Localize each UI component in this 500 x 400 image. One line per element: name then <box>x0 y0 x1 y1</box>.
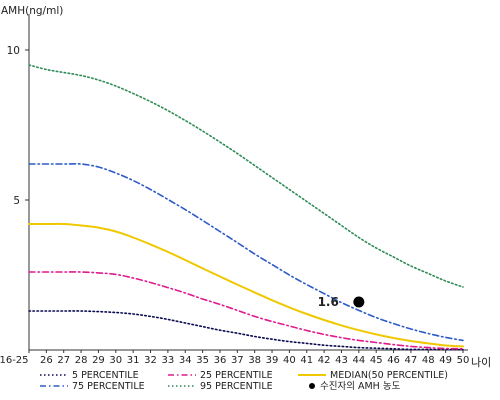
x-tick-label: 40 <box>283 355 296 366</box>
x-tick-label: 43 <box>335 355 348 366</box>
y-tick-label: 10 <box>7 45 20 57</box>
y-axis-label: AMH(ng/ml) <box>1 5 63 17</box>
legend-label: MEDIAN(50 PERCENTILE) <box>330 370 448 381</box>
series-line-75-percentile <box>28 162 464 342</box>
legend-marker-swatch <box>309 383 315 389</box>
x-tick-label: 30 <box>109 355 122 366</box>
x-tick-label: 48 <box>422 355 435 366</box>
legend-label: 25 PERCENTILE <box>200 370 273 381</box>
series-line-95-percentile <box>28 64 464 288</box>
x-tick-label: 42 <box>318 355 331 366</box>
x-tick-label: 29 <box>92 355 105 366</box>
x-tick-label: 50 <box>457 355 470 366</box>
x-tick-label: 44 <box>352 355 365 366</box>
legend-label: 수진자의 AMH 농도 <box>320 381 401 392</box>
x-tick-label: 27 <box>57 355 70 366</box>
x-axis-label: 나이 <box>471 356 491 369</box>
legend-label: 5 PERCENTILE <box>72 370 139 381</box>
x-tick-label: 16-25 <box>0 355 29 366</box>
x-tick-label: 26 <box>40 355 53 366</box>
x-tick-label: 36 <box>214 355 227 366</box>
series-line-25-percentile <box>28 271 464 350</box>
series-line-5-percentile <box>28 310 464 351</box>
x-tick-label: 45 <box>370 355 383 366</box>
x-tick-label: 39 <box>266 355 279 366</box>
legend-label: 75 PERCENTILE <box>72 381 145 392</box>
x-tick-label: 32 <box>144 355 157 366</box>
x-tick-label: 47 <box>405 355 418 366</box>
series-line-median-50-percentile <box>28 222 464 348</box>
x-tick-label: 34 <box>179 355 192 366</box>
x-tick-label: 31 <box>127 355 140 366</box>
x-tick-label: 49 <box>439 355 452 366</box>
x-tick-label: 41 <box>300 355 313 366</box>
x-tick-label: 46 <box>387 355 400 366</box>
patient-amh-marker <box>353 296 365 308</box>
x-tick-label: 37 <box>231 355 244 366</box>
legend: 5 PERCENTILE 25 PERCENTILE MEDIAN(50 PERCE… <box>40 370 448 392</box>
legend-label: 95 PERCENTILE <box>200 381 273 392</box>
x-tick-label: 33 <box>162 355 175 366</box>
x-tick-label: 38 <box>248 355 261 366</box>
y-tick-label: 5 <box>13 195 20 207</box>
patient-amh-value-label: 1.6 <box>318 295 339 309</box>
x-tick-label: 35 <box>196 355 209 366</box>
x-tick-label: 28 <box>75 355 88 366</box>
plot-area: 10 5 16-25 26 27 28 29 30 31 32 33 34 35 36 37 38 39 40 41… <box>0 14 469 366</box>
